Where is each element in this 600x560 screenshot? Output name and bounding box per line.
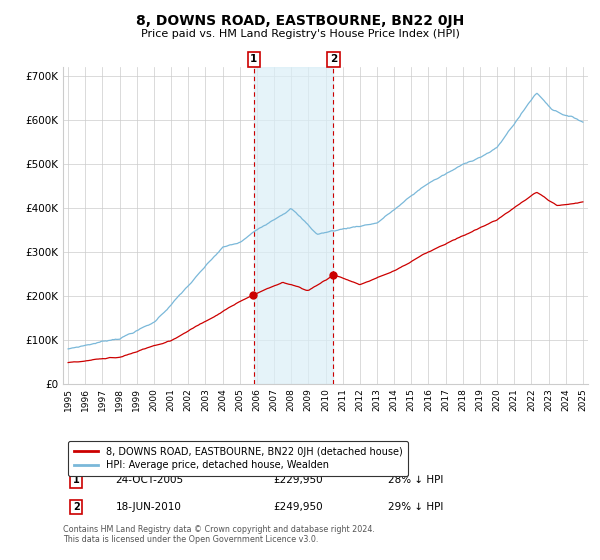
Text: 28% ↓ HPI: 28% ↓ HPI [389, 475, 444, 485]
Text: 29% ↓ HPI: 29% ↓ HPI [389, 502, 444, 512]
Text: £249,950: £249,950 [273, 502, 323, 512]
Text: 18-JUN-2010: 18-JUN-2010 [115, 502, 181, 512]
Text: £229,950: £229,950 [273, 475, 323, 485]
Text: 2: 2 [73, 502, 79, 512]
Bar [254, 67, 334, 384]
Legend: 8, DOWNS ROAD, EASTBOURNE, BN22 0JH (detached house), HPI: Average price, detach: 8, DOWNS ROAD, EASTBOURNE, BN22 0JH (det… [68, 441, 409, 476]
Text: 1: 1 [250, 54, 257, 64]
Text: 8, DOWNS ROAD, EASTBOURNE, BN22 0JH: 8, DOWNS ROAD, EASTBOURNE, BN22 0JH [136, 14, 464, 28]
Text: Price paid vs. HM Land Registry's House Price Index (HPI): Price paid vs. HM Land Registry's House … [140, 29, 460, 39]
Text: 1: 1 [73, 475, 79, 485]
Text: 2: 2 [330, 54, 337, 64]
Text: Contains HM Land Registry data © Crown copyright and database right 2024.
This d: Contains HM Land Registry data © Crown c… [63, 525, 375, 544]
Text: 24-OCT-2005: 24-OCT-2005 [115, 475, 184, 485]
